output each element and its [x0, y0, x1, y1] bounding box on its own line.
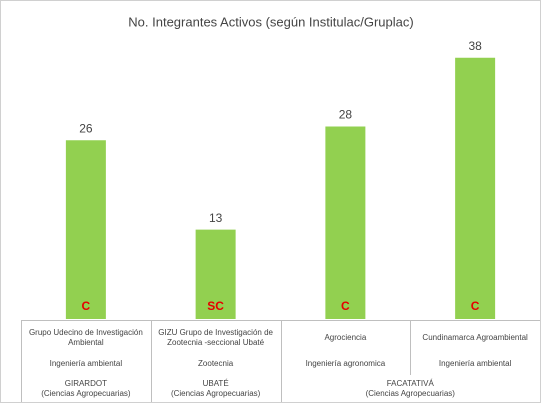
value-label: 13: [209, 211, 223, 225]
column-divider: [280, 320, 282, 402]
field-label: Zootecnia: [198, 359, 234, 368]
location-faculty: (Ciencias Agropecuarias): [170, 388, 261, 398]
bar: [325, 126, 366, 319]
location-name: GIRARDOT: [64, 378, 107, 388]
category-label: GIZU Grupo de Investigación de Zootecnia…: [158, 327, 273, 347]
bar-label: C: [341, 299, 350, 313]
value-label: 38: [468, 39, 482, 53]
location-faculty: (Ciencias Agropecuarias): [365, 388, 455, 398]
location-faculty: (Ciencias Agropecuarias): [41, 388, 131, 398]
location-name: FACATATIVÁ: [386, 378, 434, 388]
category-label: Grupo Udecino de Investigación Ambiental: [28, 327, 143, 347]
location-label: FACATATIVÁ (Ciencias Agropecuarias): [281, 375, 541, 402]
bar: [455, 57, 496, 319]
field-label: Ingeniería ambiental: [49, 359, 123, 368]
category-label: Agrociencia: [324, 332, 367, 342]
location-label: GIRARDOT (Ciencias Agropecuarias): [21, 375, 151, 402]
value-label: 26: [79, 121, 93, 135]
bar: [65, 140, 106, 319]
bar-label: SC: [207, 299, 224, 313]
column-divider: [410, 320, 412, 375]
bar-label: C: [471, 299, 480, 313]
bar: [195, 229, 236, 319]
category-label: Cundinamarca Agroambiental: [422, 332, 528, 342]
chart-title: No. Integrantes Activos (según Institula…: [128, 14, 413, 29]
field-label: Ingeniería ambiental: [438, 359, 512, 368]
location-label: UBATÉ (Ciencias Agropecuarias): [151, 375, 281, 402]
column-divider: [21, 320, 22, 402]
location-name: UBATÉ: [202, 378, 229, 388]
bar-label: C: [82, 299, 91, 313]
column-divider: [150, 320, 152, 402]
value-label: 28: [339, 108, 353, 122]
field-label: Ingeniería agronomica: [305, 359, 386, 368]
